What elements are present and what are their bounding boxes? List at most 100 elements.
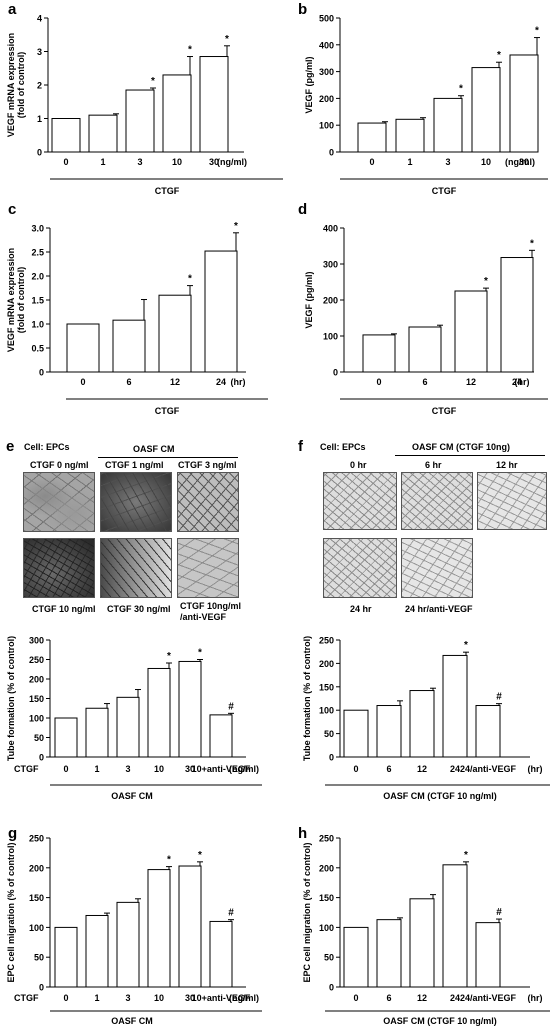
bar-g-4 <box>178 865 202 988</box>
category-label-f-4: 24/anti-VEGF <box>460 764 517 774</box>
category-label-a-4: 30 <box>209 157 219 167</box>
bar-f-2 <box>409 690 435 758</box>
bar-b-1 <box>395 118 425 153</box>
y-tick-label-a-3: 3 <box>37 47 42 57</box>
sig-mark-d-2: * <box>484 276 488 287</box>
category-label-c-0: 0 <box>80 377 85 387</box>
category-label-e-0: 0 <box>63 764 68 774</box>
photo-f-label-2: 12 hr <box>496 460 518 470</box>
y-tick-label-d-0: 0 <box>333 368 338 378</box>
bar-e-5 <box>209 714 233 758</box>
group-label-h: OASF CM (CTGF 10 ng/ml) <box>383 1016 497 1026</box>
y-tick-label-b-1: 100 <box>319 121 334 131</box>
y-tick-label-a-2: 2 <box>37 81 42 91</box>
category-label-c-3: 24 <box>216 377 226 387</box>
photo-e-label-4: CTGF 30 ng/ml <box>107 604 171 614</box>
category-label-e-4: 30 <box>185 764 195 774</box>
sig-mark-e-5: # <box>228 701 234 712</box>
category-label-d-3: 24 <box>512 377 522 387</box>
category-label-h-0: 0 <box>353 993 358 1003</box>
y-tick-label-b-4: 400 <box>319 40 334 50</box>
sig-mark-g-4: * <box>198 850 202 861</box>
photo-e-label-0: CTGF 0 ng/ml <box>30 460 89 470</box>
category-label-g-5: 10+anti-VEGF <box>192 993 251 1003</box>
y-label-h: EPC cell migration (% of control) <box>302 842 312 982</box>
category-label-e-3: 10 <box>154 764 164 774</box>
sig-mark-d-3: * <box>530 238 534 249</box>
bar-f-1 <box>376 705 402 758</box>
group-label-f: OASF CM (CTGF 10 ng/ml) <box>383 791 497 801</box>
sig-mark-a-2: * <box>151 76 155 87</box>
y-label-c: VEGF mRNA expression(fold of control) <box>6 248 26 352</box>
category-label-a-1: 1 <box>100 157 105 167</box>
category-label-e-5: 10+anti-VEGF <box>192 764 251 774</box>
y-label-e: Tube formation (% of control) <box>6 636 16 761</box>
category-label-d-1: 6 <box>422 377 427 387</box>
bar-b-3 <box>471 67 501 153</box>
category-label-g-3: 10 <box>154 993 164 1003</box>
panel-letter-g: g <box>8 825 17 842</box>
category-label-a-3: 10 <box>172 157 182 167</box>
micrograph-24-hr <box>323 538 397 598</box>
bar-c-0 <box>66 323 100 373</box>
photo-e-label-1: CTGF 1 ng/ml <box>105 460 164 470</box>
sig-mark-h-3: * <box>464 850 468 861</box>
y-tick-label-b-5: 500 <box>319 14 334 24</box>
sig-mark-e-4: * <box>198 648 202 659</box>
category-label-g-4: 30 <box>185 993 195 1003</box>
category-label-b-4: 30 <box>519 157 529 167</box>
category-label-g-0: 0 <box>63 993 68 1003</box>
sig-mark-a-4: * <box>225 34 229 45</box>
panel-letter-b: b <box>298 1 307 18</box>
bar-d-2 <box>454 290 488 373</box>
y-tick-label-g-4: 200 <box>29 863 44 873</box>
panel-letter-h: h <box>298 825 307 842</box>
category-label-c-1: 6 <box>126 377 131 387</box>
micrograph-ctgf-10-anti-vegf <box>177 538 239 598</box>
y-tick-label-g-2: 100 <box>29 923 44 933</box>
bar-g-5 <box>209 920 233 988</box>
bar-b-0 <box>357 122 387 153</box>
y-tick-label-e-4: 200 <box>29 675 44 685</box>
micrograph-ctgf-10 <box>23 538 95 598</box>
y-tick-label-d-3: 300 <box>323 260 338 270</box>
sig-mark-g-5: # <box>228 908 234 919</box>
photo-f-label-4: 24 hr/anti-VEGF <box>405 604 473 614</box>
prefix-label-g: CTGF <box>14 993 39 1003</box>
y-tick-label-f-4: 200 <box>319 659 334 669</box>
y-label-d: VEGF (pg/ml) <box>304 272 314 329</box>
bar-e-3 <box>147 667 171 758</box>
panel-letter-d: d <box>298 201 307 218</box>
sig-mark-c-3: * <box>234 221 238 232</box>
category-label-h-3: 24 <box>450 993 460 1003</box>
group-label-c: CTGF <box>155 406 180 416</box>
unit-label-f: (hr) <box>528 764 543 774</box>
y-tick-label-b-2: 200 <box>319 94 334 104</box>
bar-a-2 <box>125 89 155 153</box>
y-tick-label-a-4: 4 <box>37 14 42 24</box>
bar-e-4 <box>178 660 202 758</box>
y-tick-label-g-0: 0 <box>39 983 44 993</box>
photo-f-label-0: 0 hr <box>350 460 367 470</box>
bar-a-0 <box>51 118 81 153</box>
y-tick-label-b-0: 0 <box>329 148 334 158</box>
y-tick-label-g-3: 150 <box>29 893 44 903</box>
category-label-e-1: 1 <box>94 764 99 774</box>
category-label-c-2: 12 <box>170 377 180 387</box>
bar-f-0 <box>343 709 369 758</box>
bar-h-0 <box>343 926 369 988</box>
sig-mark-c-2: * <box>188 274 192 285</box>
y-tick-label-g-5: 250 <box>29 834 44 844</box>
bar-g-2 <box>116 901 140 988</box>
y-tick-label-c-6: 3.0 <box>31 224 44 234</box>
category-label-d-2: 12 <box>466 377 476 387</box>
y-tick-label-c-2: 1.0 <box>31 320 44 330</box>
sig-mark-g-3: * <box>167 855 171 866</box>
y-label-a: VEGF mRNA expression(fold of control) <box>6 33 26 137</box>
bar-h-4 <box>475 922 501 988</box>
category-label-g-2: 3 <box>125 993 130 1003</box>
photo-e-label-6: /anti-VEGF <box>180 612 227 622</box>
micrograph-ctgf-1 <box>100 472 172 532</box>
sig-mark-h-4: # <box>496 907 502 918</box>
sig-mark-e-3: * <box>167 651 171 662</box>
